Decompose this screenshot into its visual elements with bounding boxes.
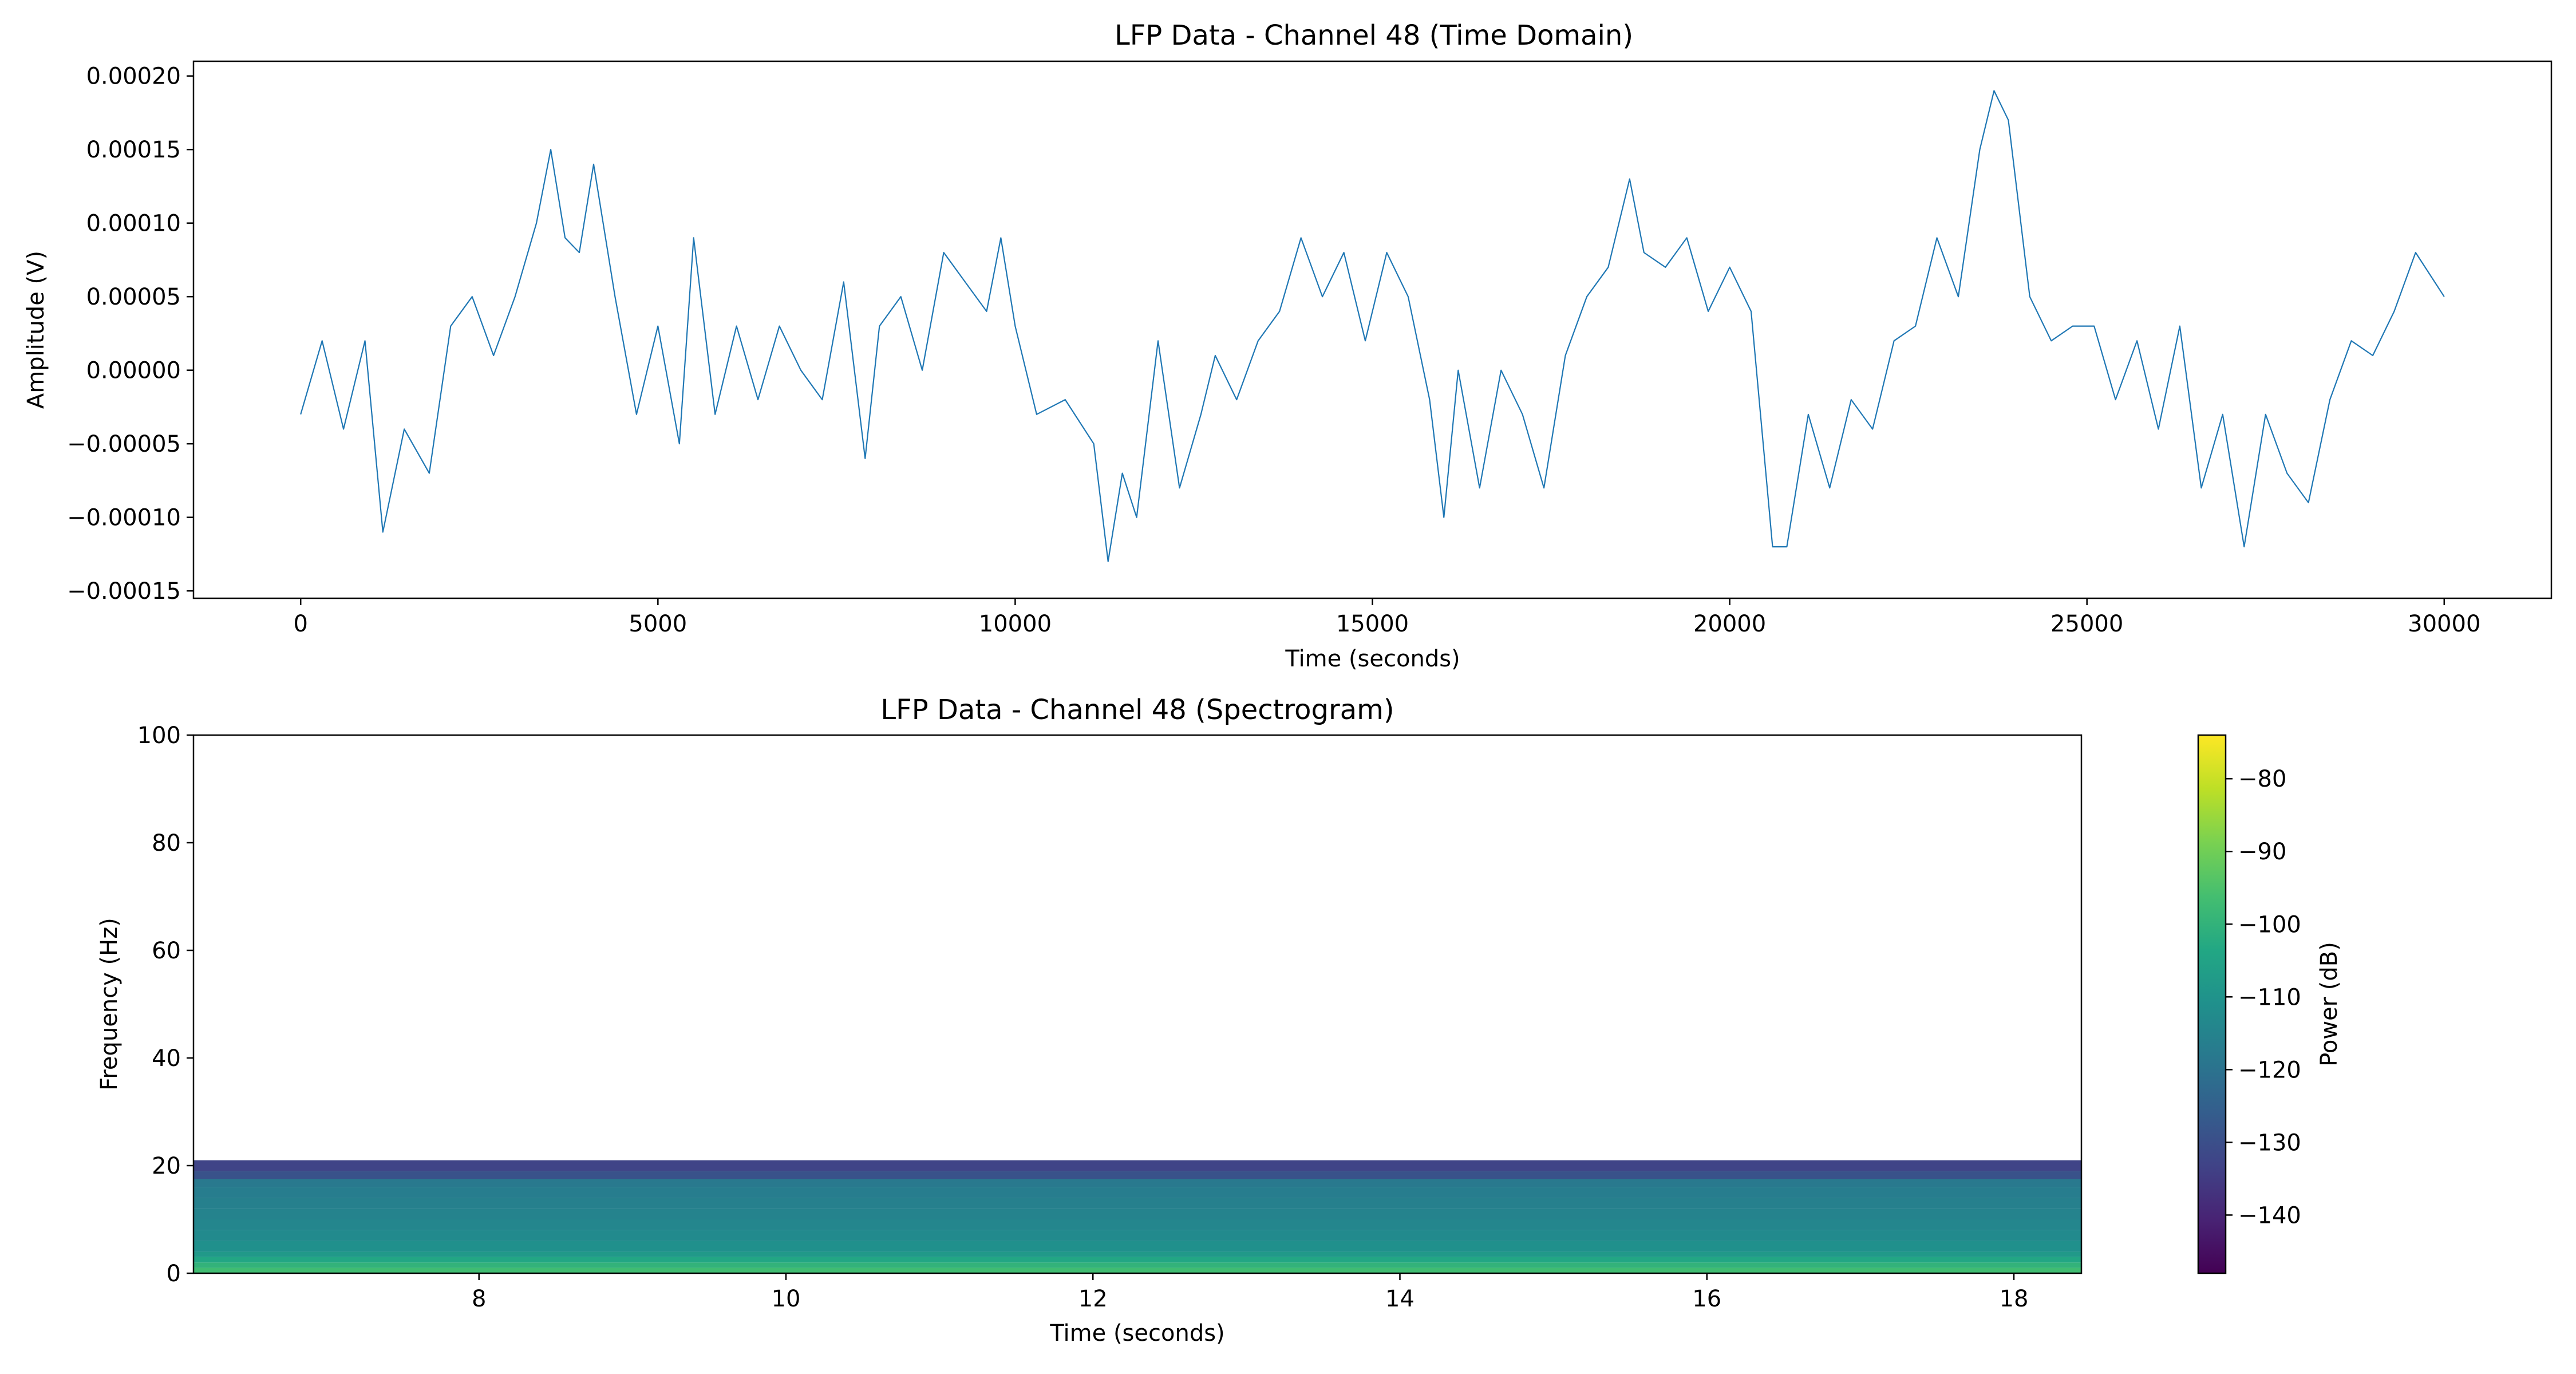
y-tick-label: 0.00010 xyxy=(86,211,181,237)
y-tick-label: 0 xyxy=(167,1261,181,1287)
colorbar: −80 −90 −100 −110 −120 −130 −140 Power (dB) xyxy=(2197,734,2342,1274)
colorbar-gradient xyxy=(2198,735,2226,1273)
spectrogram-title: LFP Data - Channel 48 (Spectrogram) xyxy=(880,694,1394,726)
spectrogram-image xyxy=(193,1160,2081,1273)
colorbar-tick-label: −130 xyxy=(2238,1130,2301,1156)
colorbar-tick-label: −100 xyxy=(2238,911,2301,938)
y-tick-label: 20 xyxy=(152,1153,181,1179)
amplitude-line xyxy=(300,90,2445,562)
spectrogram-band xyxy=(193,1198,2081,1209)
spectrogram-band xyxy=(193,1262,2081,1268)
y-tick-label: −0.00005 xyxy=(67,431,181,457)
y-tick-label: 40 xyxy=(152,1045,181,1072)
time-domain-title: LFP Data - Channel 48 (Time Domain) xyxy=(1115,19,1633,52)
spectrogram-band xyxy=(193,1160,2081,1171)
y-tick-label: −0.00015 xyxy=(67,578,181,605)
x-tick-label: 10 xyxy=(772,1286,801,1312)
x-tick-label: 25000 xyxy=(2050,611,2123,637)
time-domain-x-label: Time (seconds) xyxy=(1285,646,1460,672)
colorbar-tick-label: −90 xyxy=(2238,839,2286,865)
spectrogram-band xyxy=(193,1230,2081,1241)
time-domain-axes: LFP Data - Channel 48 (Time Domain) 0 500… xyxy=(23,19,2553,672)
x-tick-label: 12 xyxy=(1078,1286,1108,1312)
y-tick-label: −0.00010 xyxy=(67,505,181,531)
spectrogram-band xyxy=(193,1171,2081,1179)
spectrogram-y-ticks: 0 20 40 60 80 100 xyxy=(137,722,193,1287)
spectrogram-band xyxy=(193,1219,2081,1230)
spectrogram-band xyxy=(193,1257,2081,1263)
y-tick-label: 100 xyxy=(137,722,181,749)
x-tick-label: 20000 xyxy=(1693,611,1766,637)
spectrogram-band xyxy=(193,1251,2081,1257)
colorbar-tick-label: −80 xyxy=(2238,766,2286,792)
spectrogram-frame xyxy=(192,734,2083,1274)
time-domain-x-ticks: 0 5000 10000 15000 20000 25000 30000 xyxy=(294,598,2480,637)
spectrogram-axes: LFP Data - Channel 48 (Spectrogram) 8 10 1… xyxy=(96,694,2083,1347)
colorbar-tick-label: −120 xyxy=(2238,1057,2301,1083)
spectrogram-band xyxy=(193,1187,2081,1198)
spectrogram-band xyxy=(193,1179,2081,1187)
y-tick-label: 60 xyxy=(152,938,181,964)
x-tick-label: 5000 xyxy=(629,611,687,637)
y-tick-label: 0.00000 xyxy=(86,358,181,384)
colorbar-tick-label: −110 xyxy=(2238,984,2301,1010)
spectrogram-band xyxy=(193,1268,2081,1273)
colorbar-ticks: −80 −90 −100 −110 −120 −130 −140 xyxy=(2226,766,2301,1229)
x-tick-label: 8 xyxy=(472,1286,486,1312)
x-tick-label: 14 xyxy=(1385,1286,1415,1312)
spectrogram-band xyxy=(193,1209,2081,1219)
x-tick-label: 30000 xyxy=(2408,611,2480,637)
time-domain-plot-area xyxy=(300,90,2445,562)
x-tick-label: 15000 xyxy=(1336,611,1409,637)
x-tick-label: 10000 xyxy=(979,611,1052,637)
spectrogram-band xyxy=(193,1241,2081,1252)
spectrogram-x-ticks: 8 10 12 14 16 18 xyxy=(472,1273,2028,1312)
y-tick-label: 80 xyxy=(152,830,181,856)
y-tick-label: 0.00020 xyxy=(86,64,181,90)
y-tick-label: 0.00015 xyxy=(86,137,181,163)
time-domain-frame xyxy=(192,60,2553,599)
spectrogram-y-label: Frequency (Hz) xyxy=(96,918,123,1091)
time-domain-y-ticks: −0.00015 −0.00010 −0.00005 0.00000 0.00005 0.… xyxy=(67,64,193,605)
spectrogram-x-label: Time (seconds) xyxy=(1049,1320,1224,1347)
colorbar-tick-label: −140 xyxy=(2238,1202,2301,1229)
x-tick-label: 0 xyxy=(294,611,308,637)
colorbar-label: Power (dB) xyxy=(2316,942,2342,1067)
colorbar-frame xyxy=(2197,734,2227,1274)
y-tick-label: 0.00005 xyxy=(86,284,181,310)
x-tick-label: 18 xyxy=(2000,1286,2029,1312)
x-tick-label: 16 xyxy=(1692,1286,1721,1312)
time-domain-y-label: Amplitude (V) xyxy=(23,251,49,409)
